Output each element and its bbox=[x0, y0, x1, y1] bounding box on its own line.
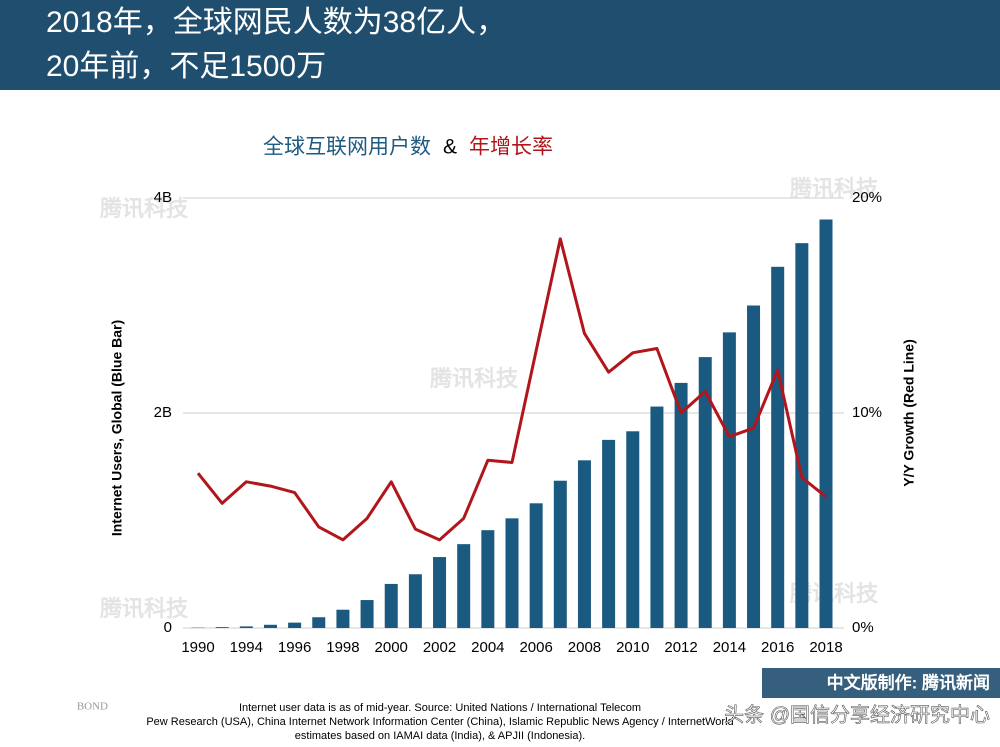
bar bbox=[747, 305, 761, 628]
bar bbox=[408, 574, 422, 628]
bar bbox=[336, 609, 350, 628]
y-axis-label: Internet Users, Global (Blue Bar) bbox=[109, 320, 125, 536]
credit: 头条 @国信分享经济研究中心 bbox=[724, 703, 990, 726]
bar bbox=[215, 627, 229, 628]
x-tick-label: 2016 bbox=[761, 639, 794, 656]
bar bbox=[819, 219, 833, 628]
x-tick-label: 1994 bbox=[230, 639, 263, 656]
x-tick-label: 1998 bbox=[326, 639, 359, 656]
bar bbox=[433, 557, 447, 628]
chart-title: & bbox=[443, 136, 457, 159]
x-tick-label: 1990 bbox=[181, 639, 214, 656]
bar bbox=[722, 332, 736, 628]
x-tick-label: 2008 bbox=[568, 639, 601, 656]
header-bar bbox=[0, 0, 1000, 90]
bar bbox=[384, 583, 398, 628]
x-tick-label: 2006 bbox=[519, 639, 552, 656]
bar bbox=[263, 624, 277, 628]
bar bbox=[771, 266, 785, 628]
chart-title: 年增长率 bbox=[469, 136, 553, 159]
x-tick-label: 2018 bbox=[809, 639, 842, 656]
watermark: 腾讯科技 bbox=[100, 596, 189, 621]
bar bbox=[674, 382, 688, 628]
source-line: Pew Research (USA), China Internet Netwo… bbox=[146, 716, 733, 728]
source-line: estimates based on IAMAI data (India), &… bbox=[295, 730, 585, 742]
bar bbox=[626, 431, 640, 628]
source-line: Internet user data is as of mid-year. So… bbox=[239, 702, 641, 714]
bar bbox=[577, 460, 591, 628]
badge: 中文版制作: 腾讯新闻 bbox=[827, 672, 990, 692]
bar bbox=[698, 357, 712, 628]
bar bbox=[288, 622, 302, 628]
y2-tick-label: 0% bbox=[852, 619, 874, 636]
y-tick-label: 4B bbox=[154, 189, 172, 206]
bar bbox=[481, 530, 495, 628]
x-tick-label: 2012 bbox=[664, 639, 697, 656]
x-tick-label: 2004 bbox=[471, 639, 504, 656]
y-tick-label: 0 bbox=[164, 619, 172, 636]
y2-tick-label: 20% bbox=[852, 189, 882, 206]
header-line: 20年前，不足1500万 bbox=[46, 50, 326, 83]
bar bbox=[312, 617, 326, 628]
bar bbox=[529, 503, 543, 628]
y2-axis-label: Y/Y Growth (Red Line) bbox=[901, 339, 917, 487]
badge-bg bbox=[762, 668, 1000, 698]
bar bbox=[602, 439, 616, 628]
watermark: 腾讯科技 bbox=[430, 366, 519, 391]
watermark: 腾讯科技 bbox=[790, 176, 879, 201]
y-tick-label: 2B bbox=[154, 404, 172, 421]
x-tick-label: 2000 bbox=[375, 639, 408, 656]
x-tick-label: 2010 bbox=[616, 639, 649, 656]
x-tick-label: 2014 bbox=[713, 639, 746, 656]
chart-title: 全球互联网用户数 bbox=[263, 136, 431, 159]
line bbox=[196, 237, 827, 542]
x-tick-label: 2002 bbox=[423, 639, 456, 656]
x-tick-label: 1996 bbox=[278, 639, 311, 656]
bar bbox=[457, 544, 471, 628]
header-line: 2018年，全球网民人数为38亿人， bbox=[46, 6, 506, 39]
brand: BOND bbox=[77, 701, 108, 713]
bar bbox=[553, 480, 567, 628]
watermark: 腾讯科技 bbox=[100, 196, 189, 221]
y2-tick-label: 10% bbox=[852, 404, 882, 421]
bar bbox=[360, 600, 374, 628]
bar bbox=[650, 406, 664, 628]
bar bbox=[239, 626, 253, 628]
bar bbox=[505, 518, 519, 628]
bar bbox=[795, 243, 809, 628]
